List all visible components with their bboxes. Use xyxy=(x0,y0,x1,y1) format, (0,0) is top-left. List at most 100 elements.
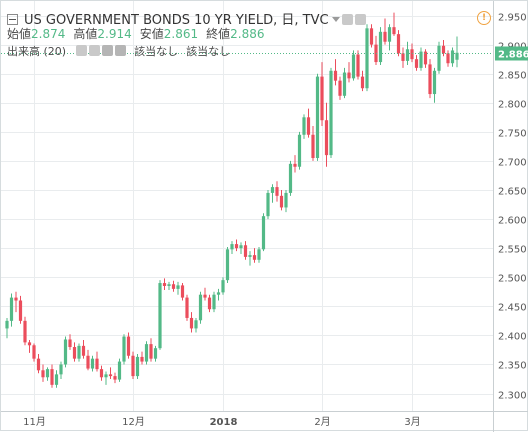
candle-body xyxy=(311,134,315,159)
candle-body xyxy=(63,339,68,365)
candle-body xyxy=(9,297,14,321)
y-tick-label: 2.700 xyxy=(498,158,527,169)
study-more-icon[interactable] xyxy=(102,45,114,56)
candle-body xyxy=(23,320,27,343)
candle-body xyxy=(144,344,149,362)
collapse-legend-icon[interactable] xyxy=(7,14,18,25)
open-value: 2.874 xyxy=(31,27,66,41)
candle-body xyxy=(117,361,122,380)
candle-body xyxy=(320,76,324,121)
candle-body xyxy=(185,297,189,318)
candle-body xyxy=(297,134,302,167)
hide-series-icon[interactable] xyxy=(341,14,353,25)
candle-body xyxy=(369,28,374,45)
candle-body xyxy=(270,187,275,193)
candle-body xyxy=(248,255,252,257)
volume-label: 出来高 (20) xyxy=(7,45,67,58)
y-tick-label: 2.350 xyxy=(498,361,527,372)
candle-body xyxy=(257,249,261,260)
candle-body xyxy=(27,342,32,346)
candle-body xyxy=(108,374,113,377)
candle-body xyxy=(113,376,117,380)
candle-body xyxy=(365,28,369,89)
candle-body xyxy=(86,355,90,369)
candle-body xyxy=(216,292,221,295)
x-tick-label: 11月 xyxy=(23,416,46,428)
candle-body xyxy=(140,356,144,362)
candle-body xyxy=(77,345,81,359)
candle-body xyxy=(167,284,171,286)
candle-body xyxy=(405,49,410,61)
candle-body xyxy=(162,283,167,286)
low-label: 安値 xyxy=(139,27,164,41)
candle-body xyxy=(315,76,320,159)
hide-study-icon[interactable] xyxy=(76,45,88,56)
y-tick-label: 2.500 xyxy=(498,274,527,285)
candle-body xyxy=(122,336,126,362)
candle-body xyxy=(446,53,450,64)
candle-body xyxy=(225,249,230,281)
y-tick-label: 2.600 xyxy=(498,216,527,227)
candle-body xyxy=(59,364,63,375)
candle-body xyxy=(428,64,432,95)
candle-body xyxy=(324,120,329,156)
y-tick-label: 2.400 xyxy=(498,332,527,343)
symbol-legend: US GOVERNMENT BONDS 10 YR YIELD, 日, TVC xyxy=(7,9,366,28)
y-tick-label: 2.850 xyxy=(498,71,527,82)
candle-body xyxy=(149,344,153,359)
close-label: 終値 xyxy=(206,27,231,41)
candle-body xyxy=(90,358,95,369)
candle-body xyxy=(302,117,306,135)
candle-body xyxy=(126,336,131,356)
warning-icon[interactable]: ! xyxy=(477,11,491,25)
candle-body xyxy=(36,358,41,371)
candle-body xyxy=(135,356,140,377)
candle-body xyxy=(5,320,9,329)
candle-body xyxy=(306,117,311,135)
candle-body xyxy=(239,245,243,249)
candle-body xyxy=(72,347,77,359)
candle-body xyxy=(203,294,207,298)
candle-body xyxy=(243,245,248,257)
candle-body xyxy=(432,70,437,95)
candle-body xyxy=(158,283,162,349)
series-settings-icon[interactable] xyxy=(354,14,366,25)
y-tick-label: 2.800 xyxy=(498,100,527,111)
y-tick-label: 2.650 xyxy=(498,187,527,198)
x-tick-label: 3月 xyxy=(404,416,420,428)
candle-body xyxy=(450,50,455,64)
open-label: 始値 xyxy=(7,27,32,41)
candle-body xyxy=(387,27,392,42)
candle-body xyxy=(414,59,419,68)
candle-body xyxy=(207,297,212,310)
candle-body xyxy=(329,70,333,156)
candle-body xyxy=(45,369,50,378)
x-tick-label: 2018 xyxy=(210,417,238,428)
candle-body xyxy=(284,192,288,208)
study-settings-icon[interactable] xyxy=(89,45,101,56)
candle-body xyxy=(275,187,279,196)
y-tick-label: 2.300 xyxy=(498,391,527,402)
close-value: 2.886 xyxy=(230,27,265,41)
candle-body xyxy=(32,345,36,359)
candle-body xyxy=(131,355,135,377)
low-value: 2.861 xyxy=(163,27,199,41)
candle-body xyxy=(230,244,234,250)
remove-study-icon[interactable] xyxy=(115,45,127,56)
candle-body xyxy=(342,72,347,96)
candle-body xyxy=(455,52,459,60)
candle-body xyxy=(252,255,257,260)
x-tick-label: 12月 xyxy=(122,416,145,428)
candle-body xyxy=(99,369,104,378)
candle-body xyxy=(234,244,239,249)
symbol-dropdown-icon[interactable] xyxy=(331,17,340,22)
candle-body xyxy=(279,195,284,208)
candle-body xyxy=(176,285,180,289)
candle-body xyxy=(194,320,198,329)
candle-body xyxy=(104,374,108,378)
candle-body xyxy=(95,358,99,370)
candle-body xyxy=(437,45,441,71)
candle-body xyxy=(261,216,266,250)
